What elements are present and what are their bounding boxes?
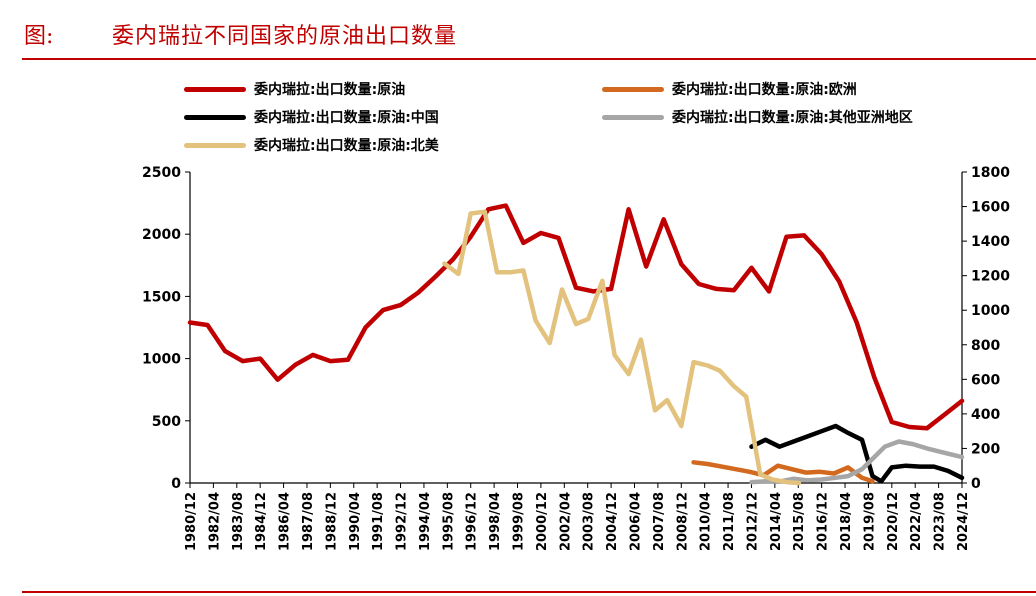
right-tick-label: 1800 <box>971 165 1010 181</box>
left-tick-label: 1000 <box>142 352 181 368</box>
x-tick-label: 1992/12 <box>395 492 410 551</box>
series-line-china <box>749 423 965 484</box>
x-tick-label: 1987/08 <box>301 492 316 551</box>
x-tick-label: 2018/04 <box>839 492 854 551</box>
x-tick-label: 2015/08 <box>792 492 807 551</box>
legend-item-other-asia: 委内瑞拉:出口数量:原油:其他亚洲地区 <box>602 106 913 128</box>
left-tick-label: 1500 <box>142 289 181 305</box>
x-tick-label: 1998/04 <box>488 492 503 551</box>
x-tick-label: 2007/08 <box>652 492 667 551</box>
chart-axes: 0 500 1000 1500 2000 2500 0 200 400 600 800 1000 120… <box>142 165 1010 551</box>
legend-label-north-america: 委内瑞拉:出口数量:原油:北美 <box>254 138 439 154</box>
x-tick-label: 2002/04 <box>558 492 573 551</box>
x-tick-label: 1982/04 <box>207 492 222 551</box>
right-tick-label: 1400 <box>971 234 1010 250</box>
right-tick-label: 600 <box>971 372 1000 388</box>
x-tick-label: 2008/12 <box>675 492 690 551</box>
right-tick-label: 0 <box>971 476 981 492</box>
legend-label-total: 委内瑞拉:出口数量:原油 <box>254 82 406 98</box>
legend-item-europe: 委内瑞拉:出口数量:原油:欧洲 <box>602 78 857 100</box>
x-tick-label: 2024/12 <box>956 492 971 551</box>
x-tick-label: 1999/08 <box>512 492 527 551</box>
x-tick-label: 1983/08 <box>231 492 246 551</box>
x-tick-label: 2003/08 <box>582 492 597 551</box>
x-tick-label: 1995/08 <box>441 492 456 551</box>
legend-swatch-china <box>184 114 246 120</box>
right-tick-label: 1600 <box>971 200 1010 216</box>
legend-swatch-total <box>184 86 246 92</box>
legend-label-other-asia: 委内瑞拉:出口数量:原油:其他亚洲地区 <box>672 110 913 126</box>
x-tick-label: 1994/04 <box>418 492 433 551</box>
figure-header: 图: 委内瑞拉不同国家的原油出口数量 <box>0 0 1036 60</box>
x-tick-label: 2011/08 <box>722 492 737 551</box>
right-tick-label: 1000 <box>971 303 1010 319</box>
left-tick-label: 2000 <box>142 227 181 243</box>
right-tick-label: 1200 <box>971 269 1010 285</box>
x-tick-label: 2019/08 <box>862 492 877 551</box>
x-tick-label: 2016/12 <box>816 492 831 551</box>
top-divider <box>22 58 1036 60</box>
x-tick-label: 2004/12 <box>605 492 620 551</box>
x-tick-label: 2022/04 <box>909 492 924 551</box>
x-tick-label: 2010/04 <box>699 492 714 551</box>
x-tick-label: 1990/04 <box>348 492 363 551</box>
left-tick-label: 2500 <box>142 165 181 181</box>
figure-label: 图: <box>24 24 54 49</box>
figure-title: 委内瑞拉不同国家的原油出口数量 <box>112 24 458 49</box>
x-tick-label: 2023/08 <box>933 492 948 551</box>
legend-label-china: 委内瑞拉:出口数量:原油:中国 <box>254 110 439 126</box>
x-tick-label: 1986/04 <box>278 492 293 551</box>
legend-item-total: 委内瑞拉:出口数量:原油 <box>184 78 405 100</box>
series-line-total <box>187 203 965 431</box>
chart-legend: 委内瑞拉:出口数量:原油 委内瑞拉:出口数量:原油:欧洲 委内瑞拉:出口数量:原… <box>0 72 1036 162</box>
left-tick-label: 500 <box>152 414 181 430</box>
x-tick-label: 1988/12 <box>324 492 339 551</box>
legend-item-china: 委内瑞拉:出口数量:原油:中国 <box>184 106 439 128</box>
series-line-europe <box>691 460 875 484</box>
legend-label-europe: 委内瑞拉:出口数量:原油:欧洲 <box>672 82 857 98</box>
x-tick-label: 2012/12 <box>745 492 760 551</box>
right-tick-label: 400 <box>971 407 1000 423</box>
bottom-divider <box>22 591 1036 593</box>
x-tick-label: 2014/04 <box>769 492 784 551</box>
x-tick-label: 1991/08 <box>371 492 386 551</box>
right-tick-label: 200 <box>971 441 1000 457</box>
x-tick-label: 2000/12 <box>535 492 550 551</box>
left-tick-label: 0 <box>171 476 181 492</box>
chart-series <box>187 203 965 486</box>
right-tick-label: 800 <box>971 338 1000 354</box>
x-tick-label: 2020/12 <box>886 492 901 551</box>
series-line-north-america <box>442 209 802 486</box>
legend-swatch-other-asia <box>602 114 664 120</box>
legend-swatch-north-america <box>184 142 246 148</box>
x-tick-label: 1984/12 <box>254 492 269 551</box>
x-tick-label: 1996/12 <box>465 492 480 551</box>
legend-item-north-america: 委内瑞拉:出口数量:原油:北美 <box>184 134 439 156</box>
x-tick-label: 1980/12 <box>184 492 199 551</box>
legend-swatch-europe <box>602 86 664 92</box>
x-tick-label: 2006/04 <box>628 492 643 551</box>
